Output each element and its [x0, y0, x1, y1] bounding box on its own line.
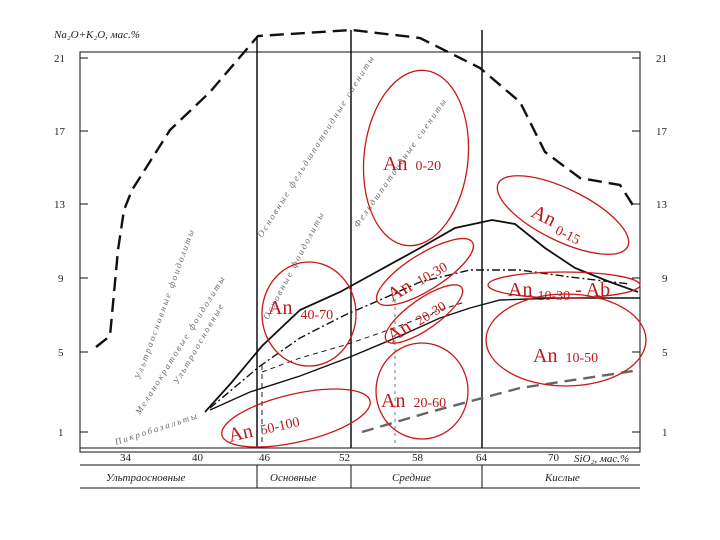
inner-dashed-line [261, 301, 466, 373]
an-label: An 10-50 [533, 345, 598, 367]
group-intermediate: Средние [392, 472, 431, 484]
ellipse-an-10-30-ab [487, 271, 641, 299]
outer-envelope-line [95, 28, 638, 348]
an-label: An 10-30 - Ab [508, 279, 610, 305]
ellipse-an-0-15 [496, 175, 630, 255]
y-axis-right: 21 17 13 9 5 1 [632, 53, 668, 439]
ellipse-an-10-30 [375, 237, 475, 307]
y-tick-label: 5 [58, 347, 64, 359]
ellipse-an-40-70 [261, 261, 357, 367]
x-tick-label: 64 [476, 452, 488, 464]
ellipse-an-20-60 [375, 342, 469, 440]
lower-dashed-line [361, 368, 641, 434]
an-label: An 0-20 [383, 153, 441, 175]
x-axis: 34 40 46 52 58 64 70 Ультраосновные Осно… [80, 447, 640, 489]
anorthite-ellipses [221, 69, 647, 448]
field-label: Пикробазальты [113, 410, 200, 447]
group-ultrabasic: Ультраосновные [106, 472, 185, 484]
y-tick-label: 17 [54, 126, 66, 138]
y-tick-label: 1 [58, 427, 64, 439]
y-tick-label: 9 [58, 273, 64, 285]
dash-dot-line [209, 269, 631, 409]
ellipse-an-50-100 [221, 388, 371, 448]
x-axis-title: SiO₂, мас.% [574, 453, 629, 465]
y-tick-label-right: 9 [662, 273, 668, 285]
y-tick-label-right: 5 [662, 347, 668, 359]
ellipse-an-0-20 [362, 69, 470, 247]
ellipse-an-20-30 [384, 284, 464, 344]
an-label: An 20-60 [381, 390, 446, 412]
y-axis-title: Na₂O+K₂O, мас.% [53, 29, 140, 41]
an-label: An 40-70 [268, 297, 333, 323]
x-tick-label: 70 [548, 452, 560, 464]
y-tick-label-right: 13 [656, 199, 668, 211]
x-tick-label: 52 [339, 452, 350, 464]
field-labels: Ультраосновные фоидолиты Меланократовые … [113, 53, 450, 448]
y-tick-label-right: 21 [656, 53, 667, 65]
y-tick-label: 13 [54, 199, 66, 211]
group-acid: Кислые [544, 472, 580, 484]
y-axis-left: 21 17 13 9 5 1 [54, 53, 88, 439]
x-tick-label: 46 [259, 452, 271, 464]
y-tick-label-right: 17 [656, 126, 668, 138]
ellipse-an-10-50 [485, 293, 647, 387]
silica-boundaries [256, 30, 483, 448]
x-tick-label: 34 [120, 452, 132, 464]
x-tick-label: 40 [192, 452, 204, 464]
group-basic: Основные [270, 472, 316, 484]
y-tick-label-right: 1 [662, 427, 668, 439]
y-tick-label: 21 [54, 53, 65, 65]
x-tick-label: 58 [412, 452, 424, 464]
plot-frame [79, 51, 641, 453]
